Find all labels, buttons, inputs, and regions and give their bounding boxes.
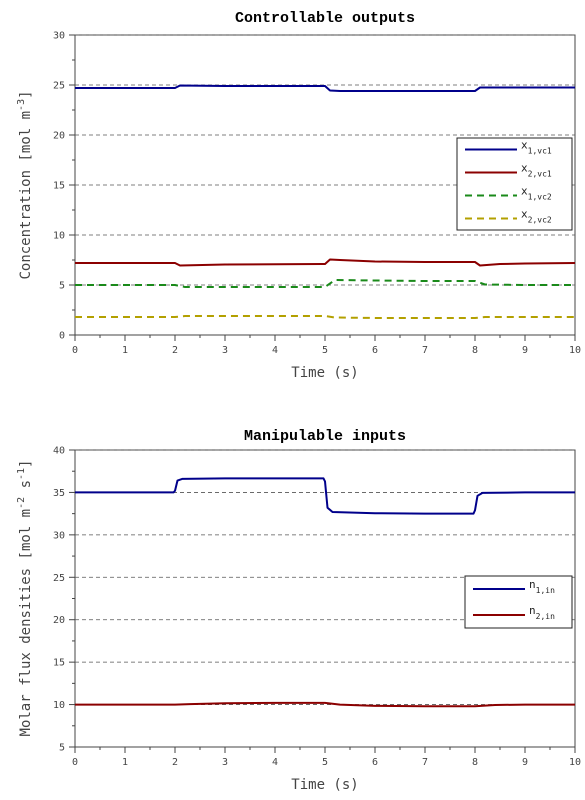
y-tick-label: 25	[53, 81, 65, 92]
y-tick-group: 0 5 10 15 20 25 30	[53, 31, 75, 342]
chart-manipulable-inputs: Manipulable inputs 5 10 15 20 25 30 35 40 0 1 2 3 4…	[16, 428, 581, 793]
x-tick-label: 7	[422, 345, 428, 356]
legend-label: x1,vc1	[521, 139, 552, 156]
y-tick-label: 15	[53, 181, 65, 192]
y-tick-label: 20	[53, 615, 65, 626]
y-axis-label-sup: -3	[16, 99, 27, 111]
legend-label: n2,in	[529, 604, 555, 621]
y-axis-label-sup: -2	[16, 497, 27, 509]
series-group	[75, 477, 575, 708]
legend-label-sub: 1,vc2	[528, 193, 552, 202]
y-axis-label: Concentration [mol m-3]	[16, 90, 34, 279]
legend-label-sub: 2,vc2	[528, 216, 552, 225]
legend-label-main: n	[529, 604, 536, 617]
x-axis-label: Time (s)	[291, 365, 358, 381]
y-tick-label: 0	[59, 331, 65, 342]
x-tick-label: 2	[172, 345, 178, 356]
legend-label-main: n	[529, 578, 536, 591]
legend-label-main: x	[521, 139, 528, 152]
x-tick-label: 3	[222, 345, 228, 356]
x-tick-label: 1	[122, 345, 128, 356]
y-axis-label-mid: s	[18, 480, 34, 497]
chart-title: Manipulable inputs	[244, 428, 406, 445]
series-line-n-2,in	[75, 701, 575, 708]
x-tick-label: 6	[372, 345, 378, 356]
y-axis-label-sup2: -1	[16, 468, 27, 480]
x-tick-label: 0	[72, 757, 78, 768]
series-line-x-1,vc2	[75, 279, 575, 288]
legend-label-main: x	[521, 162, 528, 175]
y-tick-label: 25	[53, 573, 65, 584]
series-line-x-1,vc1	[75, 84, 575, 92]
y-tick-label: 20	[53, 131, 65, 142]
y-axis-label: Molar flux densities [mol m-2 s-1]	[16, 460, 34, 737]
series-line-x-2,vc1	[75, 258, 576, 267]
legend-label-sub: 2,in	[536, 612, 555, 621]
y-tick-label: 30	[53, 530, 65, 541]
y-tick-label: 30	[53, 31, 65, 42]
legend-label-main: x	[521, 185, 528, 198]
legend-label-sub: 1,in	[536, 586, 555, 595]
legend-label: x1,vc2	[521, 185, 552, 202]
x-tick-group: 0 1 2 3 4 5 6 7 8 9 10	[72, 747, 581, 768]
y-tick-label: 35	[53, 488, 65, 499]
y-tick-group: 5 10 15 20 25 30 35 40	[53, 446, 75, 754]
x-tick-label: 4	[272, 757, 278, 768]
x-axis-label: Time (s)	[291, 777, 358, 793]
legend-label-sub: 1,vc1	[528, 147, 552, 156]
x-tick-label: 8	[472, 757, 478, 768]
y-axis-label-end: ]	[18, 90, 34, 98]
legend-box	[456, 137, 573, 231]
y-tick-label: 10	[53, 700, 65, 711]
x-tick-label: 6	[372, 757, 378, 768]
y-tick-label: 15	[53, 658, 65, 669]
legend-label-sub: 2,vc1	[528, 170, 552, 179]
chart-title: Controllable outputs	[235, 10, 415, 27]
legend-label-main: x	[521, 208, 528, 221]
y-axis-label-main: Molar flux densities [mol m	[18, 509, 34, 737]
legend-label: n1,in	[529, 578, 555, 595]
x-tick-label: 2	[172, 757, 178, 768]
y-tick-label: 40	[53, 446, 65, 457]
x-tick-label: 5	[322, 757, 328, 768]
x-tick-label: 9	[522, 757, 528, 768]
x-tick-label: 8	[472, 345, 478, 356]
x-tick-label: 10	[569, 757, 581, 768]
x-tick-label: 1	[122, 757, 128, 768]
series-group	[75, 84, 576, 319]
x-tick-label: 0	[72, 345, 78, 356]
chart-controllable-outputs: Controllable outputs 0 5 10 15 20 25 30 0 1 2 3 4 5…	[16, 10, 581, 381]
x-tick-label: 3	[222, 757, 228, 768]
y-tick-label: 5	[59, 281, 65, 292]
x-tick-group: 0 1 2 3 4 5 6 7 8 9 10	[72, 335, 581, 356]
y-axis-label-main: Concentration [mol m	[18, 111, 34, 280]
y-axis-label-end: ]	[18, 460, 34, 468]
y-tick-label: 5	[59, 743, 65, 754]
x-tick-label: 7	[422, 757, 428, 768]
series-line-n-1,in	[75, 477, 575, 515]
x-tick-label: 4	[272, 345, 278, 356]
y-tick-label: 10	[53, 231, 65, 242]
x-tick-label: 9	[522, 345, 528, 356]
x-tick-label: 5	[322, 345, 328, 356]
x-tick-label: 10	[569, 345, 581, 356]
legend-box	[464, 575, 573, 629]
legend-label: x2,vc1	[521, 162, 552, 179]
legend-label: x2,vc2	[521, 208, 552, 225]
